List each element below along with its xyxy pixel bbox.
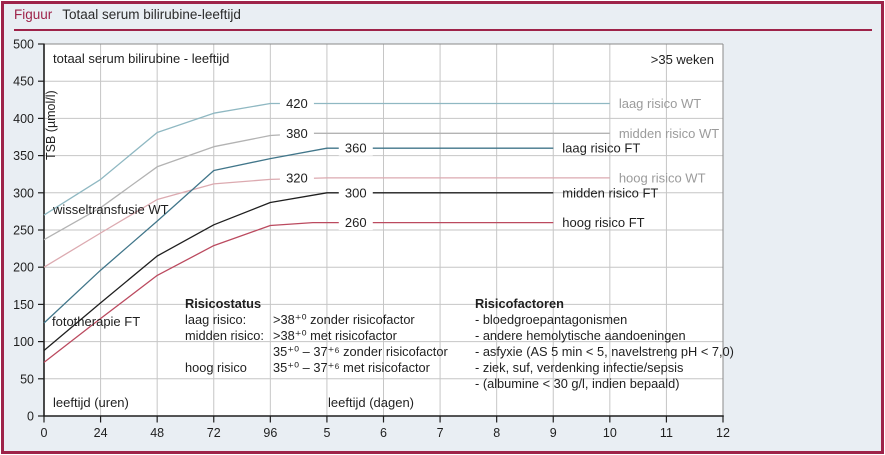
threshold-label-gap (338, 214, 373, 231)
threshold-label-midden-risico-ft: 300 (345, 185, 367, 200)
gestation-note: >35 weken (650, 52, 714, 67)
y-tick-label: 250 (13, 224, 34, 238)
risicofactor-item: - asfyxie (AS 5 min < 5, navelstreng pH … (475, 344, 734, 359)
risicostatus-value: 35⁺⁰ – 37⁺⁶ zonder risicofactor (273, 344, 448, 359)
risicofactor-item: - andere hemolytische aandoeningen (475, 328, 686, 343)
y-tick-label: 50 (20, 372, 34, 386)
threshold-label-laag-risico-ft: 360 (345, 141, 367, 156)
x-tick-label: 10 (603, 426, 617, 440)
x-tick-label: 24 (94, 426, 108, 440)
threshold-label-gap (338, 184, 373, 201)
series-label-hoog-risico-wt: hoog risico WT (619, 170, 706, 185)
x-axis-label-hours: leeftijd (uren) (53, 395, 129, 410)
x-tick-label: 9 (550, 426, 557, 440)
curve-laag-risico-wt (43, 102, 610, 216)
threshold-label-laag-risico-wt: 420 (286, 96, 308, 111)
x-tick-label: 48 (150, 426, 164, 440)
risicostatus-row: laag risico: >38⁺⁰ zonder risicofactor (185, 312, 448, 328)
x-tick-label: 8 (493, 426, 500, 440)
risicostatus-row: midden risico: >38⁺⁰ met risicofactor (185, 328, 448, 344)
figure-header: Figuur Totaal serum bilirubine-leeftijd (14, 7, 241, 22)
y-tick-label: 200 (13, 261, 34, 275)
risicostatus-value: >38⁺⁰ met risicofactor (273, 328, 397, 343)
risicostatus-value: >38⁺⁰ zonder risicofactor (273, 312, 415, 327)
x-tick-label: 11 (660, 426, 673, 440)
threshold-label-gap (279, 169, 314, 186)
x-tick-label: 5 (323, 426, 330, 440)
risicofactor-item: - bloedgroepantagonismen (475, 312, 628, 327)
series-label-midden-risico-ft: midden risico FT (562, 185, 658, 200)
curve-laag-risico-ft (43, 147, 554, 324)
legend-risicostatus-rows: laag risico: >38⁺⁰ zonder risicofactor mid… (185, 312, 448, 376)
annotation-fototherapie: fototherapie FT (52, 314, 141, 329)
series-label-laag-risico-wt: laag risico WT (619, 96, 701, 111)
curve-midden-risico-ft (43, 192, 554, 351)
y-tick-label: 350 (13, 149, 34, 163)
x-tick-label: 6 (380, 426, 387, 440)
annotation-wisseltransfusie: wisseltransfusie WT (53, 202, 169, 217)
chart-inner-title: totaal serum bilirubine - leeftijd (53, 51, 230, 66)
risicostatus-label: laag risico: (185, 312, 247, 327)
risicostatus-label: midden risico: (185, 328, 264, 343)
threshold-label-hoog-risico-wt: 320 (286, 170, 308, 185)
risicostatus-value: 35⁺⁰ – 37⁺⁶ met risicofactor (273, 360, 430, 375)
y-tick-label: 400 (13, 112, 34, 126)
y-tick-label: 500 (13, 38, 34, 52)
threshold-label-gap (279, 124, 314, 141)
x-tick-label: 0 (41, 426, 48, 440)
y-tick-label: 0 (27, 410, 34, 424)
legend-risicostatus-title: Risicostatus (185, 296, 262, 311)
risicostatus-row: hoog risico 35⁺⁰ – 37⁺⁶ met risicofactor (185, 360, 448, 376)
y-tick-label: 100 (13, 335, 34, 349)
y-axis-label: TSB (µmol/l) (44, 90, 58, 160)
risicofactor-item: - (albumine < 30 g/l, indien bepaald) (475, 376, 680, 391)
threshold-label-hoog-risico-ft: 260 (345, 215, 367, 230)
x-tick-label: 72 (207, 426, 221, 440)
risicostatus-row: 35⁺⁰ – 37⁺⁶ zonder risicofactor (185, 344, 448, 360)
threshold-label-gap (279, 95, 314, 112)
legend-risicostatus: Risicostatus laag risico: >38⁺⁰ zonder ri… (185, 296, 448, 376)
y-tick-label: 450 (13, 75, 34, 89)
legend-risicofactoren: Risicofactoren - bloedgroepantagonismen -… (475, 296, 734, 392)
x-tick-label: 12 (716, 426, 730, 440)
header-rule (14, 29, 872, 31)
risicostatus-label (185, 344, 273, 360)
y-tick-label: 300 (13, 186, 34, 200)
threshold-label-midden-risico-wt: 380 (286, 126, 308, 141)
x-axis-label-days: leeftijd (dagen) (328, 395, 414, 410)
curve-hoog-risico-ft (43, 221, 554, 363)
series-label-hoog-risico-ft: hoog risico FT (562, 215, 644, 230)
series-label-midden-risico-wt: midden risico WT (619, 126, 719, 141)
y-tick-label: 150 (13, 298, 34, 312)
threshold-label-gap (338, 139, 373, 156)
figure-label: Figuur (14, 7, 53, 22)
figure-title: Totaal serum bilirubine-leeftijd (62, 7, 241, 22)
series-label-laag-risico-ft: laag risico FT (562, 141, 640, 156)
x-tick-label: 96 (263, 426, 277, 440)
risicostatus-label: hoog risico (185, 360, 247, 375)
x-tick-label: 7 (437, 426, 444, 440)
legend-risicofactoren-items: - bloedgroepantagonismen - andere hemolyt… (475, 312, 734, 392)
curve-hoog-risico-wt (43, 177, 610, 268)
risicofactor-item: - ziek, suf, verdenking infectie/sepsis (475, 360, 684, 375)
legend-risicofactoren-title: Risicofactoren (475, 296, 564, 311)
